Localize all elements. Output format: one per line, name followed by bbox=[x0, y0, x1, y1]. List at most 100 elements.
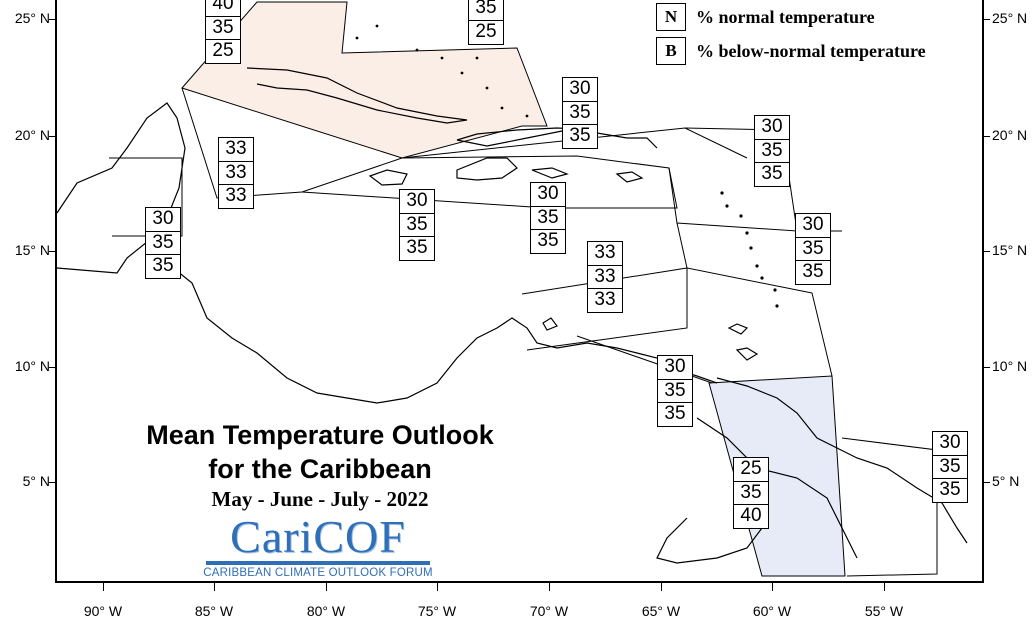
prob-box-hispaniola-south: 30 35 35 bbox=[530, 182, 566, 254]
prob-box-abc-islands: 33 33 33 bbox=[587, 241, 623, 313]
lat-tick bbox=[984, 367, 990, 368]
below-normal-value: 40 bbox=[733, 504, 769, 529]
above-normal-value: 25 bbox=[733, 457, 769, 482]
lat-tick bbox=[49, 19, 55, 20]
lat-label-left: 10° N bbox=[14, 358, 50, 374]
lon-label: 80° W bbox=[306, 603, 346, 619]
lon-tick bbox=[549, 583, 550, 591]
lon-tick bbox=[884, 583, 885, 591]
prob-box-turks-caicos: 35 25 bbox=[468, 0, 504, 45]
above-normal-value: 30 bbox=[754, 115, 790, 140]
lat-label-right: 5° N bbox=[992, 473, 1020, 489]
lon-label: 70° W bbox=[529, 603, 569, 619]
normal-value: 35 bbox=[754, 138, 790, 164]
below-normal-value: 35 bbox=[399, 236, 435, 261]
map-title-line2: for the Caribbean bbox=[208, 454, 432, 484]
normal-value: 35 bbox=[399, 212, 435, 238]
lat-tick bbox=[984, 482, 990, 483]
below-normal-value: 35 bbox=[530, 229, 566, 254]
prob-box-trinidad: 30 35 35 bbox=[657, 355, 693, 427]
prob-box-belize: 30 35 35 bbox=[145, 207, 181, 279]
lat-tick bbox=[49, 482, 55, 483]
lon-tick bbox=[661, 583, 662, 591]
legend-label: % below-normal temperature bbox=[696, 40, 926, 61]
above-normal-value: 35 bbox=[468, 0, 504, 21]
normal-value: 35 bbox=[205, 15, 241, 41]
map-frame bbox=[55, 0, 984, 583]
below-normal-value: 33 bbox=[218, 184, 254, 209]
lat-tick bbox=[984, 136, 990, 137]
above-normal-value: 33 bbox=[587, 241, 623, 266]
below-normal-value: 35 bbox=[932, 478, 968, 503]
legend-row-normal: N % normal temperature bbox=[656, 0, 926, 34]
lon-tick bbox=[772, 583, 773, 591]
map-title-line1: Mean Temperature Outlook bbox=[146, 420, 494, 450]
island-dots bbox=[355, 24, 779, 308]
lon-label: 65° W bbox=[641, 603, 681, 619]
normal-value: 35 bbox=[562, 100, 598, 126]
prob-box-hispaniola-north: 30 35 35 bbox=[562, 77, 598, 149]
logo-rule bbox=[206, 561, 430, 565]
normal-value: 35 bbox=[657, 378, 693, 404]
prob-box-bahamas: 40 35 25 bbox=[205, 0, 241, 64]
lat-tick bbox=[49, 367, 55, 368]
lat-label-left: 5° N bbox=[22, 473, 50, 489]
normal-value: 35 bbox=[932, 454, 968, 480]
prob-box-windward: 30 35 35 bbox=[795, 213, 831, 285]
lat-label-right: 25° N bbox=[992, 10, 1028, 26]
map-canvas bbox=[57, 1, 968, 577]
lon-tick bbox=[437, 583, 438, 591]
logo-wordmark: CariCOF bbox=[230, 511, 406, 562]
above-normal-value: 30 bbox=[795, 213, 831, 238]
normal-value: 35 bbox=[145, 230, 181, 256]
prob-box-guyana: 25 35 40 bbox=[733, 457, 769, 529]
above-normal-value: 30 bbox=[932, 431, 968, 456]
below-normal-value: 35 bbox=[562, 124, 598, 149]
caricof-logo: CariCOF CARIBBEAN CLIMATE OUTLOOK FORUM bbox=[200, 511, 436, 580]
above-normal-value: 30 bbox=[657, 355, 693, 380]
below-normal-value: 35 bbox=[657, 402, 693, 427]
normal-value: 35 bbox=[530, 205, 566, 231]
zone-below-normal-guyana bbox=[708, 375, 846, 577]
normal-value: 33 bbox=[218, 160, 254, 186]
title-block: Mean Temperature Outlook for the Caribbe… bbox=[100, 418, 540, 512]
normal-value: 35 bbox=[795, 236, 831, 262]
normal-value: 25 bbox=[468, 19, 504, 45]
below-normal-value: 25 bbox=[205, 39, 241, 64]
lon-label: 90° W bbox=[83, 603, 123, 619]
above-normal-value: 30 bbox=[562, 77, 598, 102]
lon-tick bbox=[326, 583, 327, 591]
below-normal-value: 35 bbox=[795, 260, 831, 285]
lon-tick bbox=[103, 583, 104, 591]
lat-label-left: 20° N bbox=[14, 127, 50, 143]
prob-box-french-guiana: 30 35 35 bbox=[932, 431, 968, 503]
lat-tick bbox=[49, 136, 55, 137]
lat-label-right: 15° N bbox=[992, 242, 1028, 258]
legend-key: N bbox=[656, 3, 686, 31]
prob-box-leeward: 30 35 35 bbox=[754, 115, 790, 187]
lon-label: 75° W bbox=[417, 603, 457, 619]
lat-label-left: 25° N bbox=[14, 10, 50, 26]
forecast-period: May - June - July - 2022 bbox=[211, 487, 429, 511]
above-normal-value: 30 bbox=[530, 182, 566, 207]
below-normal-value: 33 bbox=[587, 288, 623, 313]
lon-label: 85° W bbox=[194, 603, 234, 619]
lon-label: 55° W bbox=[864, 603, 904, 619]
lat-label-left: 15° N bbox=[14, 242, 50, 258]
normal-value: 35 bbox=[733, 480, 769, 506]
lon-label: 60° W bbox=[752, 603, 792, 619]
legend-key: B bbox=[656, 37, 686, 65]
lat-label-right: 20° N bbox=[992, 127, 1028, 143]
prob-box-jamaica: 30 35 35 bbox=[399, 189, 435, 261]
legend-label: % normal temperature bbox=[696, 6, 875, 27]
lon-tick bbox=[214, 583, 215, 591]
above-normal-value: 33 bbox=[218, 137, 254, 162]
logo-tagline: CARIBBEAN CLIMATE OUTLOOK FORUM bbox=[203, 567, 433, 579]
lat-tick bbox=[49, 251, 55, 252]
above-normal-value: 40 bbox=[205, 0, 241, 17]
lat-label-right: 10° N bbox=[992, 358, 1028, 374]
legend-row-below: B % below-normal temperature bbox=[656, 34, 926, 68]
normal-value: 33 bbox=[587, 264, 623, 290]
below-normal-value: 35 bbox=[145, 254, 181, 279]
above-normal-value: 30 bbox=[145, 207, 181, 232]
